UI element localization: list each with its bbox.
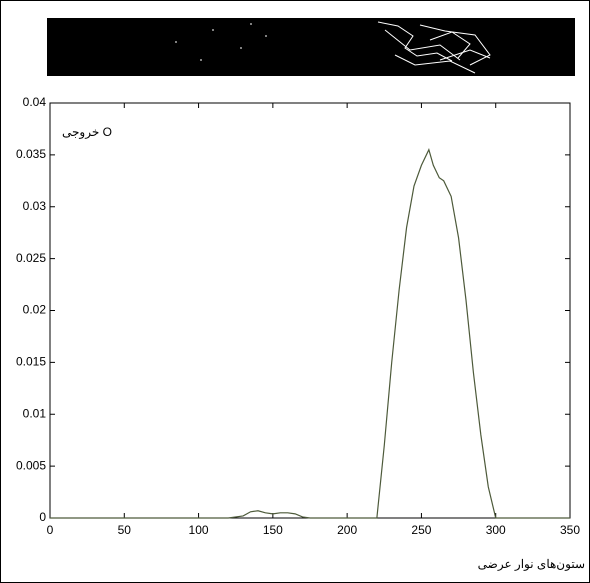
y-tick-label: 0.025 [16, 251, 46, 265]
annotation: خروجی O [62, 125, 112, 139]
x-tick-label: 150 [263, 523, 283, 537]
y-tick-label: 0.01 [23, 406, 47, 420]
y-tick-label: 0.035 [16, 147, 46, 161]
image-strip [47, 18, 575, 76]
y-tick-label: 0.04 [23, 95, 47, 109]
y-tick-label: 0 [39, 510, 46, 524]
x-tick-label: 200 [337, 523, 357, 537]
page: {"chart_data": {"type": "line", "annotat… [0, 0, 590, 583]
x-tick-label: 100 [189, 523, 209, 537]
y-tick-label: 0.03 [23, 199, 47, 213]
x-tick-label: 50 [118, 523, 132, 537]
y-tick-label: 0.02 [23, 303, 47, 317]
y-tick-label: 0.005 [16, 458, 46, 472]
x-tick-label: 300 [486, 523, 506, 537]
x-tick-label: 350 [560, 523, 580, 537]
y-tick-label: 0.015 [16, 355, 46, 369]
x-tick-label: 250 [411, 523, 431, 537]
chart: خروجی O ستون‌های نوار عرضی 0 0.005 0.01 0.0… [0, 0, 590, 583]
axes-box [50, 103, 570, 518]
x-tick-label: 0 [47, 523, 54, 537]
x-axis-label: ستون‌های نوار عرضی [478, 557, 585, 571]
